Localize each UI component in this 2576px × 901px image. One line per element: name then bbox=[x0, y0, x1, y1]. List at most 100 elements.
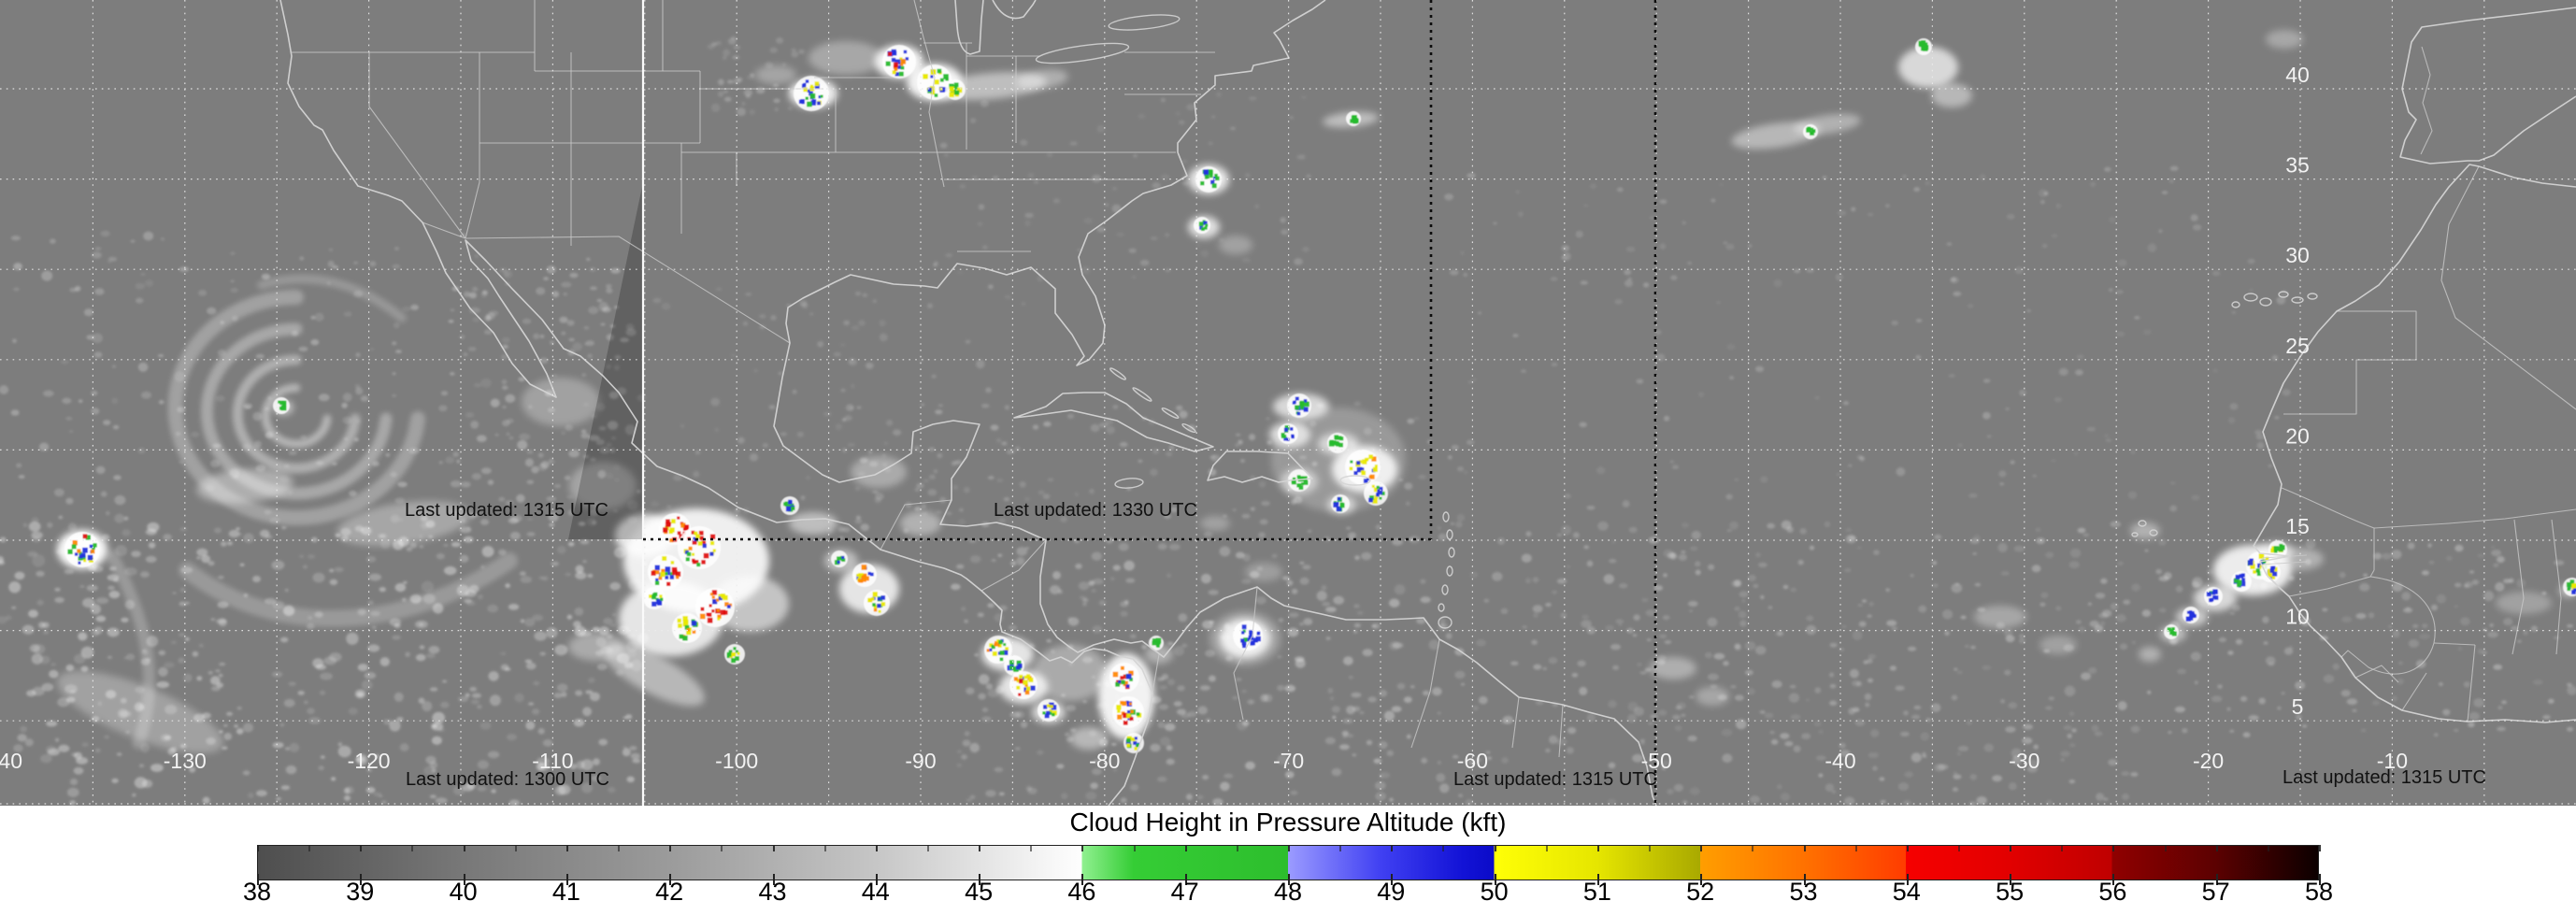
cloud-core-speck bbox=[898, 71, 904, 77]
cloud-speckle bbox=[600, 322, 606, 326]
cloud-speckle bbox=[1661, 760, 1670, 766]
cloud-speckle bbox=[2068, 743, 2076, 748]
cloud-speckle bbox=[1910, 574, 1914, 578]
colorbar-tick-stub bbox=[565, 880, 568, 885]
cloud-speckle bbox=[349, 490, 357, 497]
colorbar-tick bbox=[565, 874, 568, 880]
cloud-speckle bbox=[1469, 571, 1479, 579]
cloud-speckle bbox=[610, 436, 617, 440]
cloud-speckle bbox=[1571, 672, 1579, 678]
cloud-speckle bbox=[54, 587, 61, 592]
cloud-core-speck bbox=[861, 565, 867, 570]
cloud-speckle bbox=[526, 479, 535, 485]
cloud-speckle bbox=[1025, 547, 1030, 550]
cloud-core-speck bbox=[1204, 174, 1209, 179]
cloud-speckle bbox=[223, 732, 233, 740]
cloud-core-speck bbox=[1122, 701, 1127, 707]
cloud-speckle bbox=[516, 493, 525, 503]
cloud-speckle bbox=[463, 352, 468, 357]
cloud-speckle bbox=[606, 288, 613, 293]
cloud-speckle bbox=[557, 546, 566, 554]
cloud-core-speck bbox=[709, 551, 714, 556]
cloud-core-speck bbox=[2255, 568, 2260, 573]
cloud-speckle bbox=[532, 614, 544, 622]
cloud-speckle bbox=[1353, 622, 1361, 628]
cloud-core bbox=[1327, 433, 1348, 453]
cloud-speckle bbox=[1968, 493, 1978, 498]
cloud-speckle bbox=[2397, 661, 2403, 665]
cloud-speckle bbox=[866, 362, 874, 369]
cloud-speckle bbox=[440, 701, 450, 708]
cloud-speckle bbox=[476, 435, 487, 443]
colorbar-tick bbox=[514, 845, 517, 851]
cloud-speckle bbox=[1784, 740, 1794, 747]
cloud-speckle bbox=[1208, 141, 1213, 146]
cloud-speckle bbox=[2397, 678, 2404, 685]
cloud-speckle bbox=[1396, 682, 1406, 690]
cloud-speckle bbox=[568, 337, 575, 342]
cloud-speckle bbox=[140, 571, 150, 578]
cloud-speckle bbox=[574, 608, 584, 616]
cloud-speckle bbox=[2168, 731, 2172, 734]
cloud-speckle bbox=[422, 701, 433, 712]
cloud-core-speck bbox=[737, 651, 740, 655]
cloud-core-speck bbox=[856, 573, 860, 577]
cloud-speckle bbox=[552, 374, 558, 378]
cloud-speckle bbox=[1586, 506, 1596, 510]
cloud-core-speck bbox=[1136, 743, 1140, 748]
cloud-speckle bbox=[2035, 527, 2041, 533]
cloud-core-speck bbox=[1350, 119, 1354, 123]
cloud-speckle bbox=[1389, 797, 1394, 802]
cloud-speckle bbox=[1841, 624, 1847, 629]
cloud-speckle bbox=[1118, 542, 1129, 551]
cloud-core-speck bbox=[1295, 396, 1299, 401]
cloud-speckle bbox=[2067, 733, 2072, 739]
cloud-speckle bbox=[1979, 173, 1986, 181]
cloud-speckle bbox=[69, 430, 74, 433]
coastline bbox=[2478, 165, 2576, 188]
cloud-speckle bbox=[1043, 421, 1052, 427]
cloud-speckle bbox=[1303, 618, 1313, 625]
cloud-speckle bbox=[1521, 369, 1526, 373]
cloud-speckle bbox=[1025, 785, 1033, 792]
cloud-speckle bbox=[1208, 675, 1216, 682]
cloud-speckle bbox=[746, 75, 756, 80]
cloud-speckle bbox=[1744, 669, 1753, 676]
cloud-speckle bbox=[423, 765, 436, 776]
cloud-speckle bbox=[1708, 564, 1715, 570]
cloud-core-speck bbox=[1009, 663, 1014, 667]
cloud-speckle bbox=[2005, 726, 2016, 733]
cloud-core-speck bbox=[1249, 630, 1253, 635]
cloud-core-speck bbox=[1133, 740, 1138, 745]
cloud-speckle bbox=[252, 576, 261, 582]
cloud-speckle bbox=[2412, 624, 2419, 628]
cloud-speckle bbox=[2076, 354, 2084, 360]
coastline bbox=[2253, 164, 2576, 723]
cloud-speckle bbox=[1862, 599, 1868, 603]
cloud-speckle bbox=[1249, 96, 1257, 101]
cloud-speckle bbox=[2170, 481, 2176, 485]
island-outline bbox=[2259, 297, 2272, 307]
cloud-speckle bbox=[419, 645, 425, 650]
cloud-core-speck bbox=[892, 70, 896, 75]
cloud-speckle bbox=[2495, 581, 2505, 592]
cloud-core-speck bbox=[1016, 685, 1021, 690]
cloud-speckle bbox=[1083, 218, 1093, 224]
cloud-core-speck bbox=[877, 603, 881, 608]
cloud-core bbox=[780, 496, 799, 515]
cloud-speckle bbox=[1956, 751, 1961, 756]
cloud-speckle bbox=[1391, 706, 1402, 712]
cloud-speckle bbox=[24, 738, 34, 747]
cloud-speckle bbox=[1460, 250, 1465, 256]
cloud-speckle bbox=[1290, 791, 1298, 795]
cloud-speckle bbox=[383, 719, 392, 725]
cloud-speckle bbox=[279, 722, 284, 727]
cloud-speckle bbox=[1150, 743, 1161, 752]
colorbar-tick-stub bbox=[1700, 880, 1703, 885]
cloud-core-speck bbox=[712, 549, 716, 552]
cloud-speckle bbox=[1150, 236, 1158, 240]
cloud-speckle bbox=[1200, 573, 1211, 584]
longitude-label: -100 bbox=[715, 749, 758, 773]
cloud-speckle bbox=[1639, 671, 1647, 675]
cloud-speckle bbox=[1624, 279, 1633, 288]
